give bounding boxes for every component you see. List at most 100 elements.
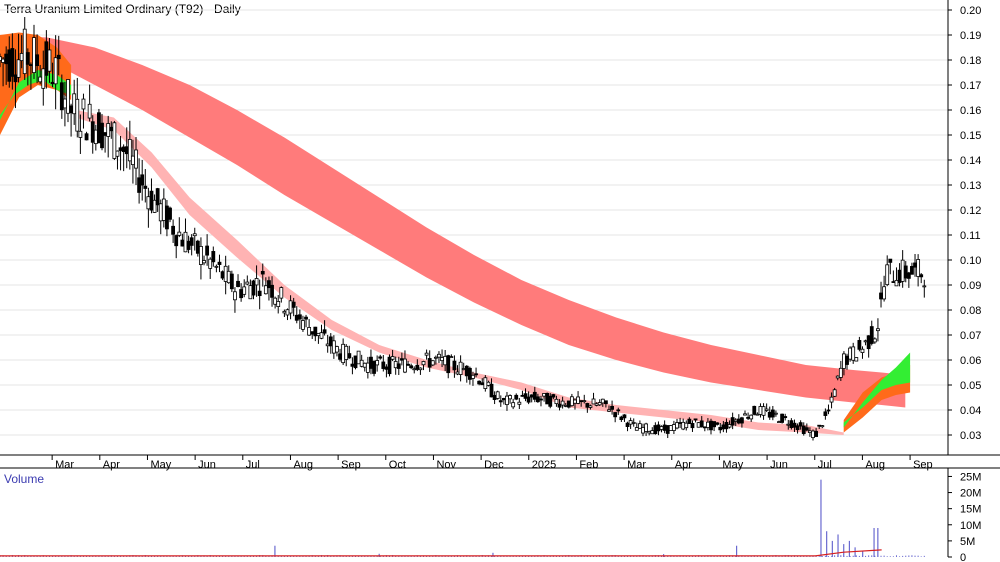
- candle-body: [693, 418, 698, 421]
- candle-body: [749, 414, 754, 420]
- price-tick-label: 0.20: [960, 5, 981, 17]
- candle-body: [644, 423, 648, 432]
- candle-body: [594, 403, 599, 406]
- candle-body: [217, 261, 222, 265]
- candle-body: [585, 403, 590, 408]
- candle-body: [328, 336, 333, 347]
- candle-body: [403, 358, 407, 373]
- candle-body: [461, 368, 466, 370]
- candle-body: [477, 380, 482, 385]
- candle-body: [69, 105, 73, 114]
- candle-body: [625, 422, 630, 427]
- candle-body: [226, 270, 231, 284]
- candle-body: [32, 37, 36, 73]
- candle-body: [22, 28, 27, 75]
- candle-body: [433, 356, 438, 359]
- month-label: Sep: [913, 459, 933, 471]
- candle-body: [251, 280, 256, 296]
- candle-body: [56, 54, 61, 60]
- candle-body: [205, 245, 210, 256]
- candle-body: [532, 391, 537, 400]
- candle-body: [551, 394, 556, 398]
- candle-body: [347, 353, 352, 359]
- candle-body: [242, 286, 247, 295]
- candle-body: [421, 361, 426, 366]
- long-ma-band: [0, 35, 906, 408]
- candle-body: [603, 400, 608, 405]
- candle-body: [857, 340, 862, 350]
- candle-body: [690, 423, 695, 429]
- candle-body: [335, 346, 339, 353]
- candle-body: [582, 400, 587, 403]
- candle-body: [681, 421, 686, 430]
- candle-body: [369, 356, 373, 369]
- candle-body: [869, 326, 874, 344]
- volume-ma-line: [0, 549, 882, 557]
- candle-body: [455, 371, 460, 375]
- candle-body: [483, 377, 488, 389]
- month-label: Apr: [675, 459, 692, 471]
- chart-title: Terra Uranium Limited Ordinary (T92) - D…: [4, 2, 241, 16]
- candle-body: [780, 413, 784, 423]
- candle-body: [90, 121, 95, 143]
- candle-body: [4, 53, 9, 65]
- candle-body: [730, 417, 735, 426]
- candle-body: [817, 424, 822, 427]
- candle-body: [563, 404, 568, 407]
- candle-body: [38, 76, 43, 83]
- candle-body: [365, 362, 370, 373]
- candle-body: [229, 273, 234, 290]
- price-tick-label: 0.19: [960, 30, 981, 42]
- month-label: May: [150, 459, 171, 471]
- price-tick-label: 0.10: [960, 255, 981, 267]
- candle-body: [260, 270, 265, 275]
- candle-body: [152, 199, 157, 213]
- candle-body: [458, 361, 463, 375]
- candle-body: [134, 149, 138, 169]
- candle-body: [591, 398, 596, 405]
- candle-body: [109, 126, 114, 132]
- candle-body: [313, 326, 318, 337]
- candle-body: [786, 423, 791, 426]
- candle-body: [588, 405, 593, 408]
- candle-body: [712, 421, 716, 428]
- candle-body: [149, 190, 154, 211]
- candle-body: [291, 301, 296, 308]
- candle-body: [16, 59, 21, 78]
- candle-body: [325, 343, 330, 347]
- candle-body: [248, 285, 253, 300]
- candle-body: [412, 368, 417, 371]
- candle-body: [746, 416, 750, 419]
- price-tick-label: 0.03: [960, 430, 981, 442]
- month-label: Aug: [865, 459, 885, 471]
- candle-body: [480, 382, 485, 386]
- candle-body: [505, 395, 509, 406]
- candle-body: [721, 424, 726, 430]
- candle-body: [501, 398, 506, 401]
- candle-body: [891, 281, 896, 283]
- candle-body: [239, 289, 244, 299]
- candle-body: [916, 259, 921, 277]
- candle-body: [560, 400, 565, 406]
- candle-body: [835, 375, 840, 379]
- candle-body: [446, 355, 451, 374]
- candle-body: [316, 332, 321, 337]
- candle-body: [87, 103, 92, 119]
- price-tick-label: 0.09: [960, 280, 981, 292]
- candle-body: [47, 49, 52, 72]
- price-tick-label: 0.14: [960, 155, 981, 167]
- candle-body: [202, 260, 206, 264]
- candle-body: [211, 251, 216, 263]
- candle-body: [155, 188, 160, 206]
- candle-body: [851, 346, 856, 361]
- candle-body: [415, 364, 420, 370]
- volume-tick-label: 10M: [960, 520, 981, 532]
- candle-body: [146, 196, 151, 210]
- candle-body: [41, 68, 46, 89]
- candle-body: [177, 231, 182, 236]
- month-label: 2025: [532, 459, 556, 471]
- candle-body: [270, 284, 274, 298]
- candle-body: [53, 57, 58, 85]
- candle-body: [192, 233, 197, 237]
- candle-body: [10, 48, 15, 77]
